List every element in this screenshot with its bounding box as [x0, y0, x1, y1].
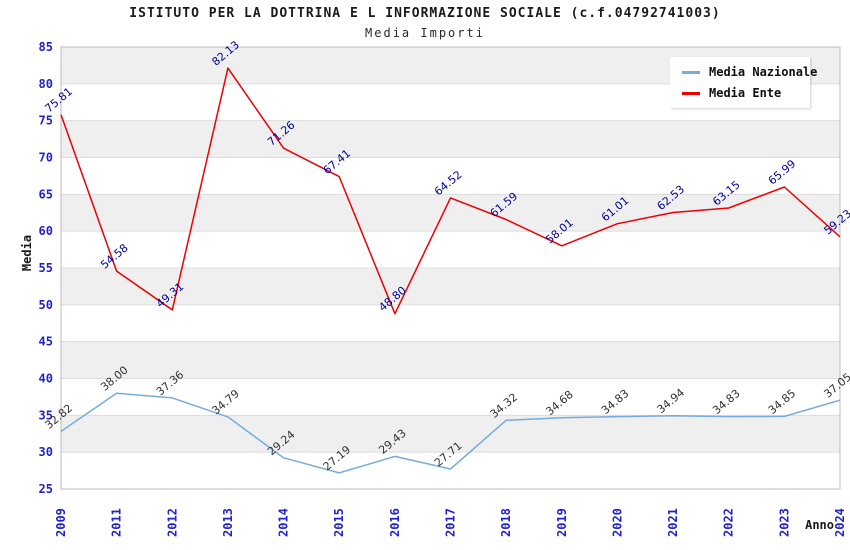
plot-band [61, 157, 840, 195]
y-axis-tick-label: 40 [39, 372, 53, 386]
y-axis-tick-label: 45 [39, 335, 53, 349]
y-axis-tick-label: 85 [39, 40, 53, 54]
x-axis-tick-label: 2021 [666, 508, 680, 537]
y-axis-tick-label: 50 [39, 298, 53, 312]
x-axis-tick-label: 2019 [555, 508, 569, 537]
plot-band [61, 415, 840, 453]
series-line-media-nazionale [60, 392, 841, 474]
y-axis-tick-label: 35 [39, 408, 53, 422]
plot-band [61, 194, 840, 232]
plot-band [61, 120, 840, 158]
x-axis-tick-label: 2016 [388, 508, 402, 537]
x-axis-tick-label: 2022 [722, 508, 736, 537]
plot-band [61, 378, 840, 416]
y-axis-tick-label: 55 [39, 261, 53, 275]
legend-label-media-nazionale: Media Nazionale [709, 65, 818, 79]
legend-label-media-ente: Media Ente [709, 86, 782, 100]
legend-line-swatch-ente [682, 91, 700, 95]
y-axis-tick-label: 70 [39, 151, 53, 165]
legend: Media Nazionale Media Ente [670, 57, 817, 108]
series-line-media-ente [60, 67, 841, 315]
y-axis-tick-label: 75 [39, 114, 53, 128]
x-axis-tick-label: 2018 [499, 508, 513, 537]
y-axis-title: Media [20, 235, 34, 271]
legend-line-swatch-nazionale [682, 70, 700, 74]
x-axis-tick-label: 2023 [777, 508, 791, 537]
legend-item-media-nazionale: Media Nazionale [682, 65, 817, 79]
x-axis-tick-label: 2012 [165, 508, 179, 537]
x-axis-title: Anno [805, 518, 834, 532]
plot-band [61, 231, 840, 268]
plot-border [60, 46, 841, 490]
plot-band [61, 341, 840, 379]
y-axis-tick-label: 80 [39, 77, 53, 91]
x-axis-tick-label: 2013 [221, 508, 235, 537]
x-axis-tick-label: 2014 [277, 508, 291, 537]
y-axis-tick-label: 65 [39, 187, 53, 201]
chart-title: ISTITUTO PER LA DOTTRINA E L INFORMAZION… [129, 6, 721, 21]
y-axis-tick-label: 25 [39, 482, 53, 496]
y-axis-tick-label: 60 [39, 224, 53, 238]
y-axis-tick-label: 30 [39, 445, 53, 459]
x-axis-tick-label: 2024 [833, 508, 847, 537]
plot-band [61, 304, 840, 342]
x-axis-tick-label: 2020 [610, 508, 624, 537]
plot-band [61, 268, 840, 305]
x-axis-tick-label: 2011 [110, 508, 124, 537]
x-axis-tick-label: 2015 [332, 508, 346, 537]
x-axis-tick-label: 2009 [54, 508, 68, 537]
legend-item-media-ente: Media Ente [682, 86, 800, 100]
chart-subtitle: Media Importi [365, 26, 485, 40]
plot-band [61, 452, 840, 489]
x-axis-tick-label: 2017 [444, 508, 458, 537]
